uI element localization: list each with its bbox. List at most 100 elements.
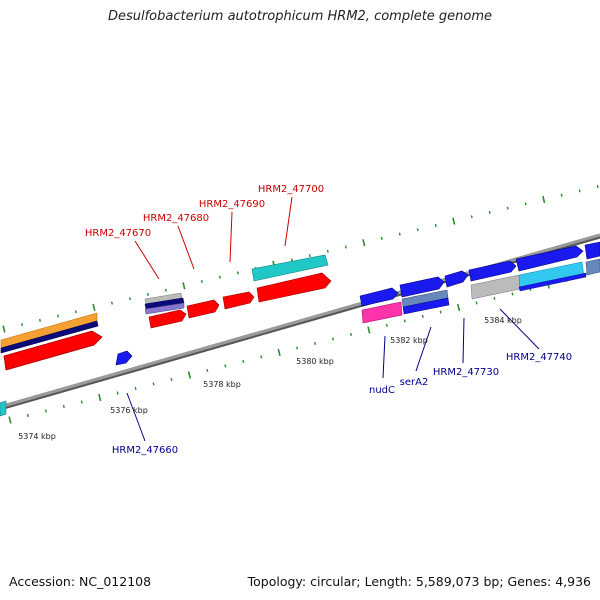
scale-tick — [560, 193, 563, 197]
gene-feature-blue-3[interactable] — [468, 260, 517, 282]
label-leaders-red — [134, 196, 293, 280]
gene-feature-hrm2-47740[interactable] — [518, 261, 587, 292]
scale-tick — [511, 292, 514, 296]
gene-feature-blue-4[interactable] — [515, 245, 584, 272]
scale-tick — [277, 348, 281, 357]
scale-tick — [218, 275, 221, 279]
scale-tick — [236, 271, 239, 275]
gene-feature-sera2-upper[interactable] — [399, 276, 445, 298]
gene-label-hrm2-47740[interactable]: HRM2_47740 — [506, 352, 572, 363]
scale-tick — [146, 292, 149, 296]
scale-tick — [152, 382, 155, 386]
scale-tick — [421, 314, 424, 318]
gene-feature-hrm2-47680[interactable] — [186, 299, 220, 319]
scale-tick — [344, 245, 347, 249]
scale-tick — [8, 416, 12, 424]
scale-tick — [596, 185, 599, 189]
gene-feature-navy[interactable] — [0, 320, 99, 354]
scale-tick — [62, 404, 65, 409]
scale-tick — [403, 319, 406, 323]
scale-tick — [170, 377, 173, 381]
map-title: Desulfobacterium autotrophicum HRM2, com… — [107, 9, 493, 24]
scale-tick — [524, 202, 527, 206]
gene-feature-nudc[interactable] — [361, 301, 403, 324]
scale-tick — [493, 296, 496, 300]
scale-tick — [434, 223, 437, 227]
scale-label-5382: 5382 kbp — [390, 336, 428, 345]
scale-tick — [44, 409, 47, 413]
scale-line-lower — [8, 274, 586, 424]
scale-tick — [308, 254, 311, 258]
gene-label-hrm2-47660[interactable]: HRM2_47660 — [112, 445, 178, 456]
scale-tick — [206, 368, 209, 372]
gene-label-hrm2-47730[interactable]: HRM2_47730 — [433, 367, 499, 378]
scale-tick — [187, 371, 192, 379]
scale-tick — [542, 195, 546, 204]
scale-label-5378: 5378 kbp — [203, 380, 241, 389]
scale-label-5384: 5384 kbp — [484, 316, 522, 325]
scale-tick — [26, 413, 29, 418]
gene-feature-red-1[interactable] — [148, 309, 187, 329]
gene-feature-hrm2-47660[interactable] — [115, 350, 133, 366]
scale-tick — [134, 386, 137, 390]
label-leaders-blue — [126, 308, 540, 442]
gene-feature-hrm2-47700[interactable] — [251, 254, 329, 282]
gene-label-hrm2-47690[interactable]: HRM2_47690 — [199, 199, 265, 210]
scale-tick — [380, 236, 383, 240]
scale-tick — [578, 189, 581, 193]
scale-label-5374: 5374 kbp — [18, 432, 56, 441]
scale-tick — [224, 364, 227, 368]
accession-text: Accession: NC_012108 — [9, 574, 152, 589]
gene-label-sera2[interactable]: serA2 — [400, 377, 429, 388]
gene-label-nudc[interactable]: nudC — [369, 385, 395, 396]
scale-tick — [506, 206, 509, 210]
scale-tick — [182, 282, 186, 290]
scale-tick — [488, 210, 491, 214]
gene-label-hrm2-47670[interactable]: HRM2_47670 — [85, 228, 151, 239]
scale-tick — [367, 326, 371, 334]
scale-tick — [110, 301, 113, 305]
scale-tick — [56, 314, 59, 318]
scale-tick — [290, 258, 293, 262]
gene-label-hrm2-47680[interactable]: HRM2_47680 — [143, 213, 209, 224]
gene-feature-red-large[interactable] — [3, 330, 103, 371]
scale-tick — [398, 232, 401, 236]
scale-tick — [164, 288, 167, 292]
gene-feature-nudc-upper[interactable] — [359, 287, 399, 307]
scale-tick — [470, 215, 473, 219]
topology-text: Topology: circular; Length: 5,589,073 bp… — [247, 574, 591, 589]
scale-label-5380: 5380 kbp — [296, 357, 334, 366]
scale-tick — [296, 346, 299, 350]
scale-tick — [116, 391, 119, 395]
gene-feature-cyan-edge[interactable] — [0, 400, 7, 417]
scale-tick — [332, 337, 334, 341]
scale-tick — [92, 303, 96, 311]
gene-feature-red-2[interactable] — [256, 272, 332, 303]
scale-tick — [128, 297, 131, 301]
scale-tick — [200, 280, 203, 284]
scale-tick — [475, 301, 478, 305]
scale-tick — [39, 318, 41, 322]
scale-tick — [314, 341, 317, 345]
scale-tick — [242, 359, 245, 363]
scale-label-5376: 5376 kbp — [110, 406, 148, 415]
scale-tick — [74, 310, 77, 314]
scale-tick — [98, 393, 102, 402]
scale-tick — [21, 323, 23, 327]
scale-tick — [385, 323, 388, 327]
scale-tick — [362, 239, 366, 247]
scale-tick — [326, 249, 329, 253]
gene-feature-cyan-right[interactable] — [585, 258, 600, 276]
gene-feature-blue-short[interactable] — [444, 270, 469, 288]
gene-feature-hrm2-47670[interactable] — [144, 292, 185, 315]
scale-tick — [439, 310, 442, 314]
scale-line-upper — [2, 185, 599, 333]
gene-feature-hrm2-47690[interactable] — [222, 291, 255, 310]
scale-labels: 5374 kbp 5376 kbp 5378 kbp 5380 kbp 5382… — [18, 316, 522, 441]
gene-feature-blue-edge[interactable] — [584, 241, 600, 260]
scale-tick — [416, 228, 419, 232]
scale-tick — [452, 217, 456, 225]
gene-label-hrm2-47700[interactable]: HRM2_47700 — [258, 184, 324, 195]
gene-feature-sera2[interactable] — [401, 289, 450, 315]
